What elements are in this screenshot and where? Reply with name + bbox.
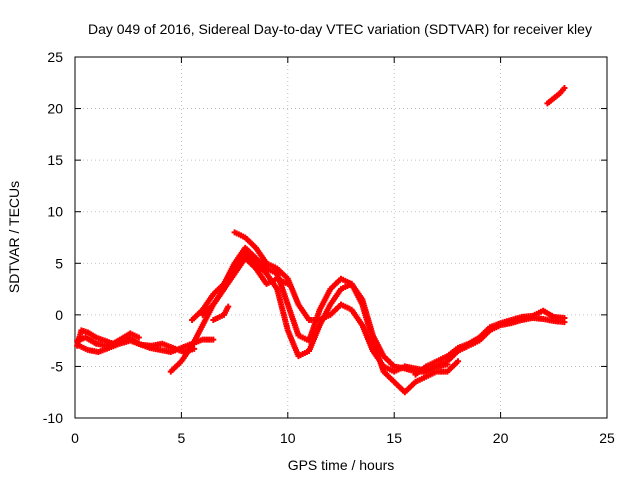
- series-track-2: [76, 337, 198, 355]
- x-tick-label: 0: [71, 430, 79, 446]
- x-tick-label: 20: [493, 430, 509, 446]
- data-points: [74, 84, 568, 396]
- grid-lines: [75, 57, 607, 418]
- y-tick-label: 20: [47, 101, 63, 117]
- series-track-5: [189, 244, 451, 375]
- series-track-7: [199, 255, 291, 318]
- y-tick-label: 5: [55, 255, 63, 271]
- data-point: [135, 334, 142, 341]
- x-tick-label: 10: [280, 430, 296, 446]
- data-point: [455, 358, 462, 365]
- y-tick-label: -10: [43, 410, 63, 426]
- x-axis-label: GPS time / hours: [288, 457, 395, 473]
- series-track-3: [74, 327, 142, 349]
- data-point: [561, 314, 568, 321]
- data-point: [284, 280, 291, 287]
- chart-title: Day 049 of 2016, Sidereal Day-to-day VTE…: [88, 21, 592, 37]
- data-point: [210, 336, 217, 343]
- series-track-10: [544, 84, 568, 107]
- series-track-9: [412, 307, 568, 378]
- x-tick-label: 5: [178, 430, 186, 446]
- y-tick-label: 10: [47, 204, 63, 220]
- axis-ticks: [74, 56, 608, 419]
- x-tick-label: 15: [386, 430, 402, 446]
- y-axis-label: SDTVAR / TECUs: [6, 181, 22, 293]
- y-tick-label: 15: [47, 152, 63, 168]
- x-tick-label: 25: [599, 430, 615, 446]
- data-point: [225, 303, 232, 310]
- y-tick-label: 25: [47, 49, 63, 65]
- tick-labels: 0 5 10 15 20 25 -10 -5 0 5 10 15 20 25: [43, 49, 615, 446]
- data-point: [561, 84, 568, 91]
- y-tick-label: 0: [55, 307, 63, 323]
- series-track-8: [210, 303, 232, 324]
- plot-frame: [74, 56, 608, 419]
- y-tick-label: -5: [51, 358, 64, 374]
